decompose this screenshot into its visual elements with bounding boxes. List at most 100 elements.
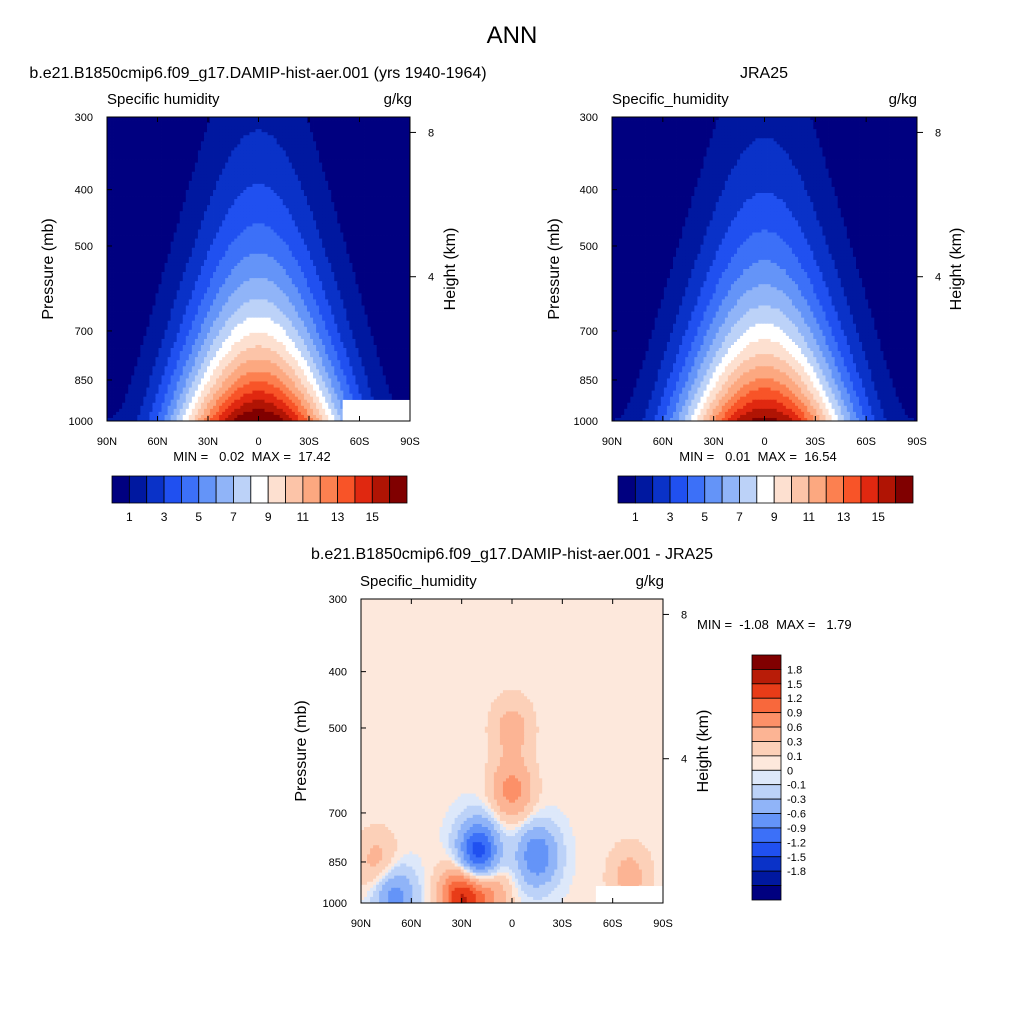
panel-model-cell <box>210 248 213 251</box>
panel-model-cell <box>268 226 271 229</box>
panel-model-cell <box>268 144 271 147</box>
panel-model-cell <box>313 141 316 144</box>
panel-model-cell <box>237 117 240 120</box>
panel-model-cell <box>162 214 165 217</box>
panel-model-cell <box>125 166 128 169</box>
panel-model-cell <box>265 135 268 138</box>
panel-model-cell <box>389 199 392 202</box>
panel-model-cell <box>334 160 337 163</box>
panel-model-cell <box>392 236 395 239</box>
panel-model-cell <box>277 242 280 245</box>
panel-model-cell <box>125 120 128 123</box>
panel-model-cell <box>386 129 389 132</box>
panel-model-cell <box>143 160 146 163</box>
panel-model-cell <box>292 120 295 123</box>
panel-model-cell <box>334 226 337 229</box>
panel-model-cell <box>337 141 340 144</box>
panel-model-cell <box>116 138 119 141</box>
panel-model-cell <box>140 135 143 138</box>
panel-model-cell <box>162 236 165 239</box>
panel-model-cell <box>398 236 401 239</box>
panel-model-cell <box>280 132 283 135</box>
panel-model-cell <box>246 211 249 214</box>
panel-model-cell <box>177 226 180 229</box>
panel-model-cell <box>331 217 334 220</box>
panel-model-cell <box>365 120 368 123</box>
panel-model-cell <box>192 190 195 193</box>
panel-model-cell <box>122 157 125 160</box>
panel-model-cell <box>128 226 131 229</box>
panel-model-cell <box>222 187 225 190</box>
panel-model-cell <box>262 196 265 199</box>
panel-model-cell <box>246 184 249 187</box>
panel-model-cell <box>298 184 301 187</box>
panel-model-cell <box>271 245 274 248</box>
panel-model-cell <box>383 181 386 184</box>
panel-model-cell <box>125 217 128 220</box>
panel-model-cell <box>186 254 189 257</box>
panel-model-cell <box>404 242 407 245</box>
panel-model-cell <box>231 208 234 211</box>
panel-model-cell <box>346 190 349 193</box>
panel-model-cell <box>162 169 165 172</box>
panel-model-cell <box>177 169 180 172</box>
panel-model-cell <box>377 217 380 220</box>
panel-model-cell <box>292 169 295 172</box>
panel-model-cell <box>252 205 255 208</box>
panel-model-cell <box>107 199 110 202</box>
panel-model-cell <box>107 166 110 169</box>
panel-model-cell <box>113 123 116 126</box>
panel-model-cell <box>337 120 340 123</box>
panel-model-cell <box>234 233 237 236</box>
panel-model-cell <box>131 132 134 135</box>
panel-model-cell <box>377 248 380 251</box>
panel-model-cell <box>365 236 368 239</box>
panel-model-cell <box>389 132 392 135</box>
panel-model-cell <box>252 178 255 181</box>
panel-model-cell <box>240 220 243 223</box>
panel-model-cell <box>116 211 119 214</box>
panel-model-cell <box>134 226 137 229</box>
panel-model-cell <box>134 260 137 263</box>
panel-model-cell <box>159 135 162 138</box>
panel-model-cell <box>131 236 134 239</box>
panel-model-cell <box>159 220 162 223</box>
panel-model-cell <box>143 239 146 242</box>
panel-model-cell <box>307 187 310 190</box>
panel-model-cell <box>283 147 286 150</box>
panel-model-cell <box>334 236 337 239</box>
panel-model-cell <box>343 163 346 166</box>
panel-model-cell <box>225 248 228 251</box>
panel-model-cell <box>198 239 201 242</box>
panel-model-cell <box>298 217 301 220</box>
panel-model-cell <box>392 199 395 202</box>
panel-model-cell <box>183 260 186 263</box>
panel-model-cell <box>262 153 265 156</box>
panel-model-cell <box>301 233 304 236</box>
panel-model-cell <box>149 117 152 120</box>
panel-model-cell <box>319 223 322 226</box>
panel-model-cell <box>398 233 401 236</box>
panel-model-cell <box>328 132 331 135</box>
panel-model-cell <box>295 181 298 184</box>
panel-model-cell <box>162 202 165 205</box>
panel-model-cell <box>174 184 177 187</box>
panel-model-cell <box>334 166 337 169</box>
panel-model-cell <box>149 160 152 163</box>
panel-model-cell <box>295 166 298 169</box>
panel-model-cell <box>207 144 210 147</box>
panel-model-cell <box>380 178 383 181</box>
panel-model-cell <box>240 233 243 236</box>
panel-model-cell <box>313 205 316 208</box>
panel-model-cell <box>140 199 143 202</box>
panel-model-cell <box>146 126 149 129</box>
panel-model-cell <box>262 193 265 196</box>
panel-model-cell <box>192 184 195 187</box>
panel-model-cell <box>277 181 280 184</box>
panel-model-cell <box>213 120 216 123</box>
panel-model-cell <box>252 163 255 166</box>
panel-model-cell <box>186 190 189 193</box>
panel-model-cell <box>255 239 258 242</box>
panel-model-cell <box>195 129 198 132</box>
panel-model-cell <box>243 135 246 138</box>
